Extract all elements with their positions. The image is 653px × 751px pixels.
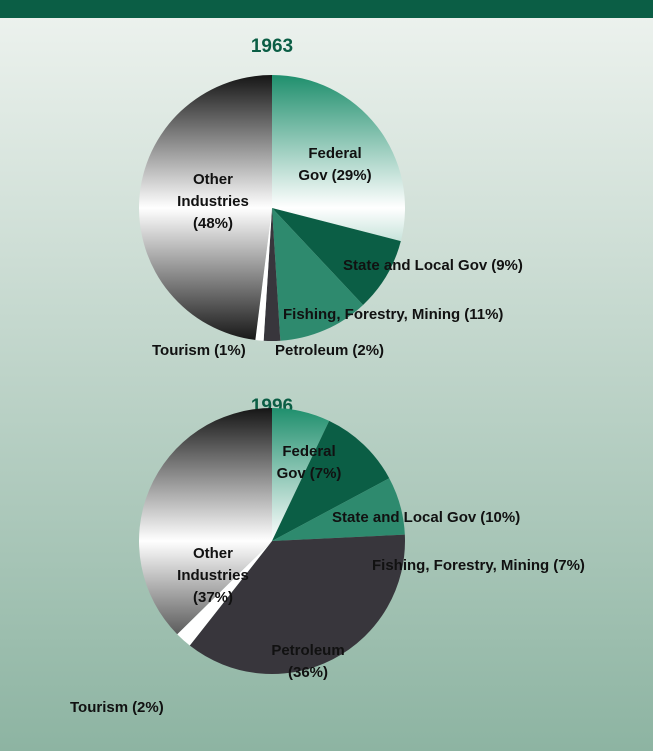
value-label: (48%) [193,215,233,232]
slice-label: Federal Gov [277,443,336,482]
pie-slice [263,208,281,342]
value-label: (37%) [193,589,233,606]
slice-label: Petroleum [275,342,348,359]
slice-label: Federal Gov [298,145,361,184]
pie-slice [189,534,405,675]
slice-label: Tourism [70,699,128,716]
slice-label: Fishing, Forestry, Mining [283,306,460,323]
slice-label: Other Industries [177,545,249,584]
value-label: (10%) [480,509,520,526]
slice-label: State and Local Gov [332,509,477,526]
pie-slice [138,408,272,635]
value-label: (2%) [132,699,164,716]
chart-title: 1963 [251,36,293,57]
value-label: (7%) [310,465,342,482]
value-label: (7%) [553,557,585,574]
pie-slice [272,420,390,541]
value-label: (36%) [288,664,328,681]
value-label: (2%) [352,342,384,359]
slice-label: Petroleum [271,642,344,659]
slice-label: Other Industries [177,171,249,210]
slice-label: Tourism [152,342,210,359]
pie-slice [272,408,330,541]
pie-slice [272,208,401,305]
pie-slice [272,478,405,541]
pie-slice [272,75,406,242]
value-label: (9%) [491,257,523,274]
slice-label: State and Local Gov [343,257,488,274]
value-label: (29%) [332,167,372,184]
pie-slice [272,208,364,341]
value-label: (11%) [464,306,503,323]
pie-slice [177,541,272,646]
pie-slice [255,208,272,341]
value-label: (1%) [214,342,246,359]
pie-slice [138,75,272,340]
header-bar [0,0,653,18]
slice-label: Fishing, Forestry, Mining [372,557,549,574]
